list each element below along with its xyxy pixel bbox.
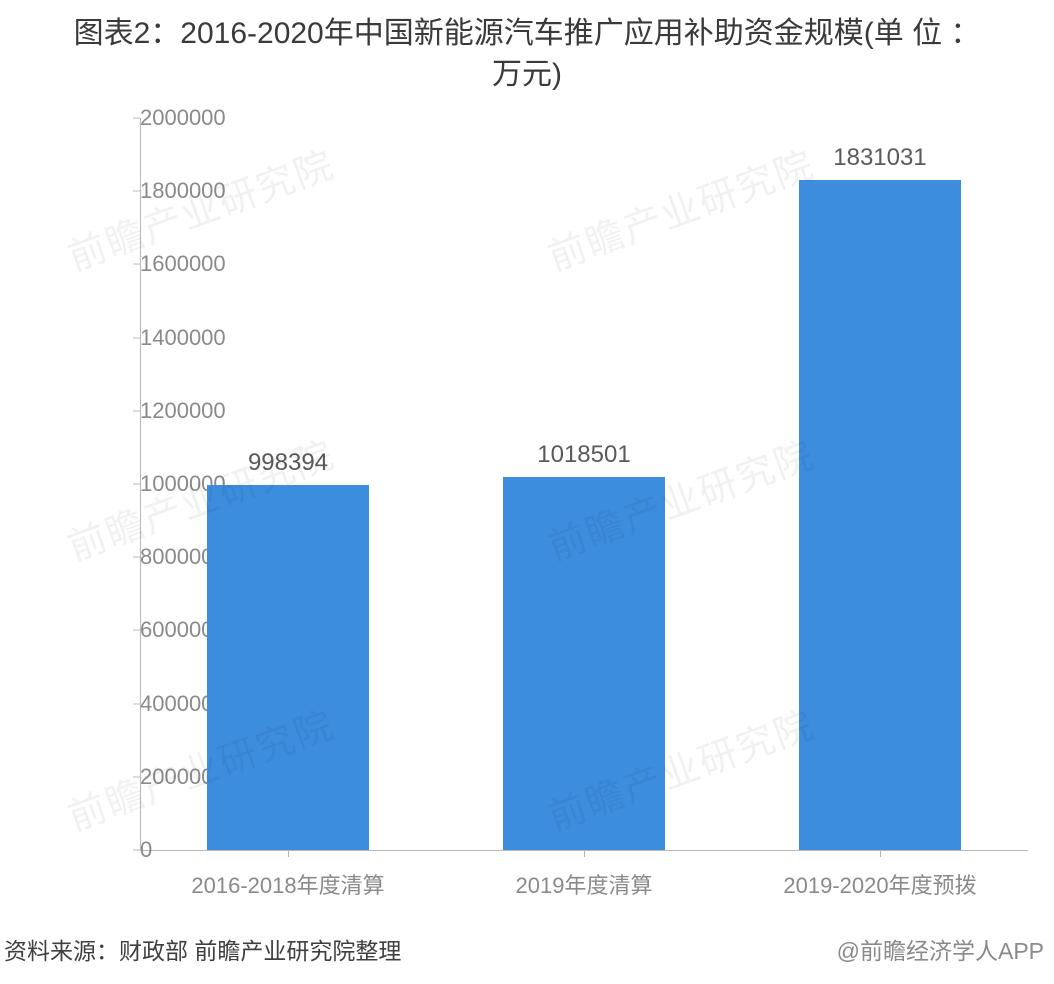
y-tick-mark xyxy=(133,850,140,851)
category-label: 2019-2020年度预拨 xyxy=(783,868,976,900)
y-tick-mark xyxy=(133,191,140,192)
x-tick-mark xyxy=(880,850,881,857)
footer-credit: @前瞻经济学人APP xyxy=(837,932,1044,966)
bar-slot: 10185012019年度清算 xyxy=(503,118,666,850)
x-tick-mark xyxy=(288,850,289,857)
bar: 1831031 xyxy=(799,180,962,850)
bar-value-label: 1831031 xyxy=(833,144,926,172)
bar-slot: 18310312019-2020年度预拨 xyxy=(799,118,962,850)
y-tick-mark xyxy=(133,118,140,119)
y-tick-mark xyxy=(133,337,140,338)
bar-value-label: 1018501 xyxy=(537,441,630,469)
y-tick-mark xyxy=(133,410,140,411)
y-tick-mark xyxy=(133,557,140,558)
category-label: 2019年度清算 xyxy=(516,868,653,900)
bars-area: 9983942016-2018年度清算 10185012019年度清算 183103… xyxy=(140,118,1028,850)
x-tick-mark xyxy=(584,850,585,857)
bar-slot: 9983942016-2018年度清算 xyxy=(207,118,370,850)
footer: 资料来源：财政部 前瞻产业研究院整理 @前瞻经济学人APP xyxy=(4,932,1044,966)
category-label: 2016-2018年度清算 xyxy=(191,868,384,900)
y-tick-mark xyxy=(133,264,140,265)
plot-area: 0200000400000600000800000100000012000001… xyxy=(36,118,1028,898)
footer-source: 资料来源：财政部 前瞻产业研究院整理 xyxy=(4,938,401,964)
chart-root: 图表2：2016-2020年中国新能源汽车推广应用补助资金规模(单 位 ： 万元… xyxy=(0,0,1054,984)
y-tick-mark xyxy=(133,484,140,485)
y-tick-mark xyxy=(133,703,140,704)
bar: 998394 xyxy=(207,485,370,850)
y-tick-mark xyxy=(133,776,140,777)
chart-title: 图表2：2016-2020年中国新能源汽车推广应用补助资金规模(单 位 ： 万元… xyxy=(0,14,1054,95)
bar-value-label: 998394 xyxy=(248,449,328,477)
bar: 1018501 xyxy=(503,477,666,850)
title-line1: 图表2：2016-2020年中国新能源汽车推广应用补助资金规模(单 位 ： xyxy=(30,14,1024,55)
y-tick-mark xyxy=(133,630,140,631)
title-line2: 万元) xyxy=(30,55,1024,96)
